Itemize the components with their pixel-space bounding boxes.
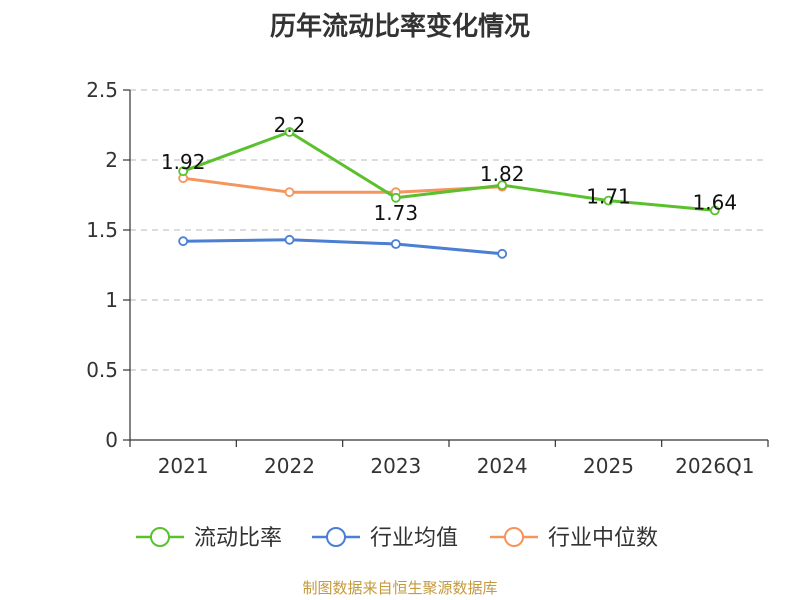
data-point — [178, 236, 189, 247]
y-tick-label: 0 — [105, 428, 118, 452]
data-label: 1.92 — [161, 150, 206, 174]
legend-marker — [326, 527, 346, 547]
series-lines — [178, 127, 720, 259]
data-point — [603, 195, 614, 206]
x-tick-label: 2021 — [158, 454, 209, 478]
data-point — [390, 239, 401, 249]
data-point — [390, 192, 401, 203]
data-label: 1.71 — [586, 185, 631, 209]
series-line — [183, 238, 503, 256]
x-tick-label: 2023 — [370, 454, 421, 478]
series-line — [182, 176, 503, 194]
y-tick-label: 0.5 — [86, 358, 118, 382]
data-point — [284, 234, 295, 245]
data-point — [284, 127, 295, 137]
legend-marker — [504, 527, 524, 547]
series-line — [182, 130, 715, 212]
legend-label: 流动比率 — [194, 526, 282, 551]
data-label: 1.64 — [693, 190, 738, 214]
x-tick-label: 2026Q1 — [675, 454, 754, 478]
x-tick-label: 2022 — [264, 454, 315, 478]
y-tick-label: 2 — [105, 148, 118, 172]
legend-label: 行业中位数 — [548, 526, 658, 551]
legend-label: 行业均值 — [370, 526, 458, 551]
data-point — [284, 187, 295, 198]
gridlines — [130, 89, 768, 371]
x-tick-label: 2025 — [583, 454, 634, 478]
chart-title: 历年流动比率变化情况 — [269, 12, 530, 42]
y-tick-label: 1.5 — [86, 218, 118, 242]
axes: 0 0.5 1 1.5 2 2.5 2021 2022 2023 2024 2025 2026Q1 — [86, 78, 769, 478]
data-point — [709, 205, 720, 216]
data-point — [497, 248, 508, 259]
data-label: 1.73 — [374, 201, 419, 225]
data-label: 1.82 — [480, 162, 525, 186]
x-tick-label: 2024 — [477, 454, 528, 478]
data-point — [178, 166, 189, 177]
source-note: 制图数据来自恒生聚源数据库 — [302, 579, 498, 597]
y-tick-label: 2.5 — [86, 78, 118, 102]
data-labels: 1.92 2.2 1.73 1.82 1.71 1.64 — [161, 113, 737, 225]
data-point — [497, 180, 508, 191]
legend-marker — [150, 527, 170, 547]
y-tick-label: 1 — [105, 288, 118, 312]
legend: 流动比率 行业均值 行业中位数 — [136, 526, 658, 551]
data-label: 2.2 — [274, 113, 306, 137]
